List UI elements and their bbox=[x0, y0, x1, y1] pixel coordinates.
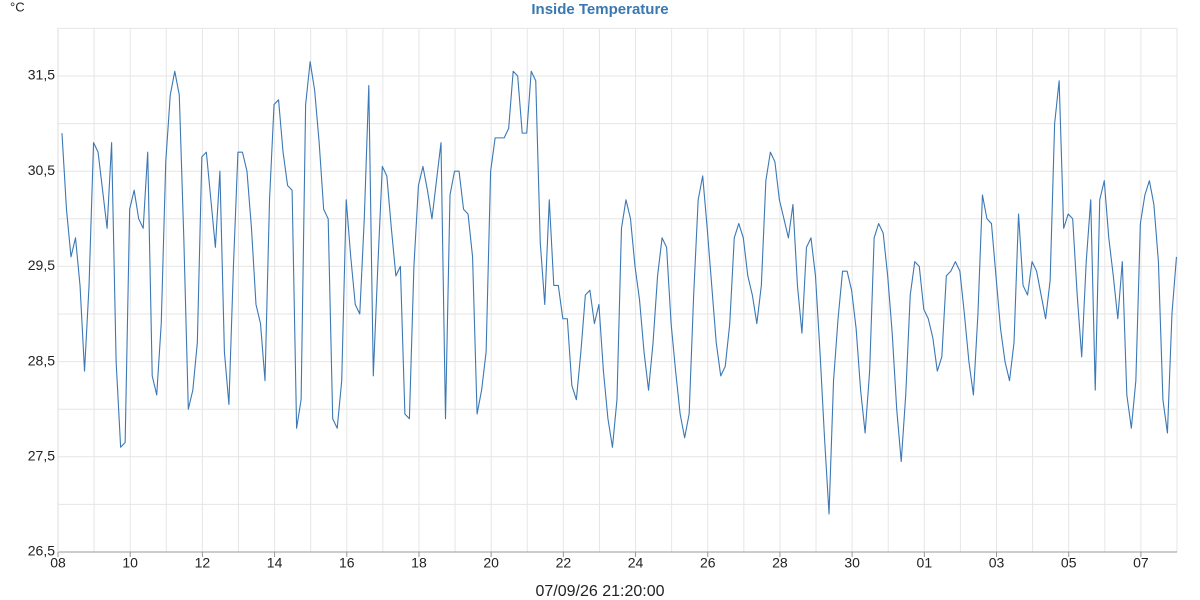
x-tick-label: 24 bbox=[628, 555, 644, 571]
x-tick-label: 26 bbox=[700, 555, 716, 571]
x-tick-label: 03 bbox=[989, 555, 1005, 571]
y-tick-label: 28,5 bbox=[28, 352, 55, 368]
x-axis-label: 07/09/26 21:20:00 bbox=[535, 583, 664, 600]
x-tick-label: 10 bbox=[122, 555, 138, 571]
x-tick-label: 22 bbox=[556, 555, 572, 571]
y-tick-label: 29,5 bbox=[28, 257, 55, 273]
y-tick-label: 30,5 bbox=[28, 162, 55, 178]
x-tick-label: 08 bbox=[50, 555, 66, 571]
x-tick-label: 14 bbox=[267, 555, 283, 571]
x-tick-label: 18 bbox=[411, 555, 427, 571]
x-tick-label: 16 bbox=[339, 555, 355, 571]
y-tick-label: 31,5 bbox=[28, 67, 55, 83]
x-tick-label: 20 bbox=[483, 555, 499, 571]
x-tick-label: 05 bbox=[1061, 555, 1077, 571]
y-tick-label: 27,5 bbox=[28, 448, 55, 464]
x-tick-label: 12 bbox=[195, 555, 211, 571]
x-tick-label: 30 bbox=[844, 555, 860, 571]
x-tick-label: 01 bbox=[917, 555, 933, 571]
x-tick-label: 28 bbox=[772, 555, 788, 571]
x-tick-label: 07 bbox=[1133, 555, 1149, 571]
temperature-line bbox=[61, 61, 1178, 515]
y-axis-unit: °C bbox=[10, 0, 25, 14]
y-tick-label: 26,5 bbox=[28, 543, 55, 559]
chart-title: Inside Temperature bbox=[531, 1, 668, 18]
